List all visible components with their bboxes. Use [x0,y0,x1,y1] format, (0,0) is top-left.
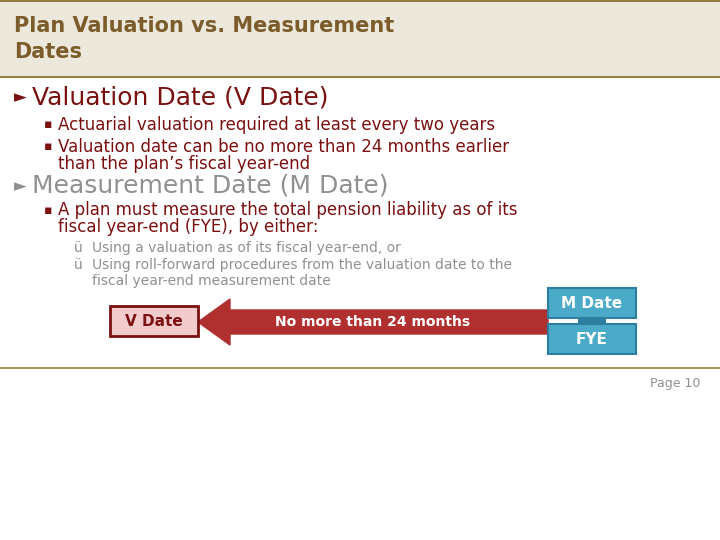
Text: fiscal year-end (FYE), by either:: fiscal year-end (FYE), by either: [58,218,318,236]
Text: Valuation date can be no more than 24 months earlier: Valuation date can be no more than 24 mo… [58,138,509,156]
FancyBboxPatch shape [0,0,720,78]
Text: ►: ► [14,88,27,106]
Text: Plan Valuation vs. Measurement
Dates: Plan Valuation vs. Measurement Dates [14,16,395,62]
Text: Page 10: Page 10 [649,376,700,389]
Text: ►: ► [14,177,27,195]
Text: Using a valuation as of its fiscal year-end, or: Using a valuation as of its fiscal year-… [92,241,401,255]
FancyBboxPatch shape [110,306,198,336]
Text: ▪: ▪ [44,140,53,153]
Text: Measurement Date (M Date): Measurement Date (M Date) [32,174,389,198]
Text: M Date: M Date [562,295,623,310]
Text: FYE: FYE [576,332,608,347]
FancyArrow shape [198,299,548,345]
Text: ▪: ▪ [44,204,53,217]
Text: ü: ü [74,258,83,272]
Text: ü: ü [74,241,83,255]
Text: ▪: ▪ [44,118,53,132]
Text: than the plan’s fiscal year-end: than the plan’s fiscal year-end [58,155,310,173]
Text: fiscal year-end measurement date: fiscal year-end measurement date [92,274,330,288]
Text: Valuation Date (V Date): Valuation Date (V Date) [32,85,328,109]
Text: Actuarial valuation required at least every two years: Actuarial valuation required at least ev… [58,116,495,134]
Text: No more than 24 months: No more than 24 months [276,315,471,329]
Text: Using roll-forward procedures from the valuation date to the: Using roll-forward procedures from the v… [92,258,512,272]
Text: A plan must measure the total pension liability as of its: A plan must measure the total pension li… [58,201,518,219]
FancyBboxPatch shape [548,324,636,354]
Text: V Date: V Date [125,314,183,328]
FancyBboxPatch shape [548,288,636,318]
Bar [578,316,606,323]
